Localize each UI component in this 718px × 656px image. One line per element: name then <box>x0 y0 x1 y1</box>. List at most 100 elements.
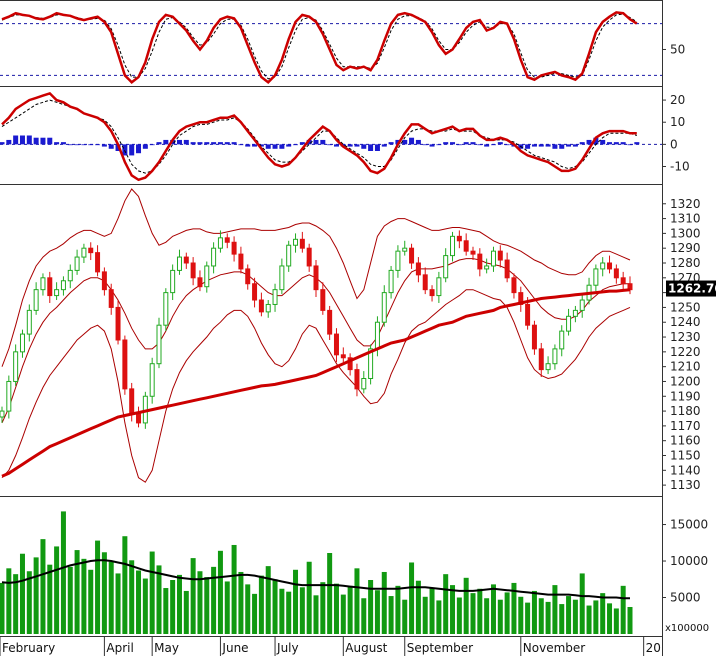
candle-up <box>176 256 182 271</box>
macd-tick-label: 20 <box>670 93 685 107</box>
candle-up <box>388 269 394 294</box>
macd-histogram-bar <box>531 144 537 147</box>
candle-down <box>320 289 326 311</box>
volume-bar <box>149 551 155 634</box>
macd-histogram-bar <box>252 144 258 147</box>
macd-histogram-bar <box>40 137 46 145</box>
volume-bar <box>374 590 380 634</box>
last-price-marker: 1262.760 <box>666 280 718 297</box>
volume-bar <box>224 581 230 634</box>
macd-tick-label: 10 <box>670 115 685 129</box>
macd-histogram-bar <box>211 142 217 145</box>
volume-bar <box>47 564 53 634</box>
candle-up <box>26 309 32 335</box>
macd-histogram-bar <box>245 144 251 147</box>
price-tick-label: 1320 <box>670 197 701 211</box>
volume-bar <box>613 608 619 634</box>
volume-bar <box>299 587 305 634</box>
candle-up <box>490 250 496 267</box>
volume-bar <box>484 598 490 634</box>
volume-bar <box>19 553 25 634</box>
macd-histogram-bar <box>149 144 155 146</box>
macd-histogram-bar <box>217 142 223 145</box>
month-label: November <box>523 641 585 655</box>
macd-tick-label: 0 <box>670 137 678 151</box>
volume-bar <box>566 596 572 634</box>
volume-bar <box>443 574 449 634</box>
volume-bar <box>81 558 87 634</box>
month-label: February <box>2 641 55 655</box>
candle-down <box>607 262 613 270</box>
macd-histogram-bar <box>272 144 278 149</box>
macd-histogram-bar <box>224 142 230 145</box>
macd-histogram-bar <box>183 139 189 145</box>
macd-histogram-bar <box>313 139 319 145</box>
volume-tick-label: 10000 <box>670 554 708 568</box>
volume-bar <box>347 585 353 634</box>
macd-histogram-bar <box>402 139 408 145</box>
volume-bar <box>245 584 251 634</box>
volume-bar <box>429 588 435 634</box>
volume-bar <box>258 575 264 634</box>
candle-down <box>306 247 312 267</box>
macd-histogram-bar <box>142 144 148 149</box>
candle-up <box>381 292 387 323</box>
candle-down <box>47 277 53 297</box>
price-tick-label: 1300 <box>670 226 701 240</box>
candle-down <box>340 354 346 359</box>
candle-down <box>197 277 203 288</box>
candle-down <box>190 262 196 279</box>
price-tick-label: 1160 <box>670 434 701 448</box>
macd-histogram-bar <box>634 142 640 145</box>
macd-histogram-bar <box>409 137 415 145</box>
volume-bar <box>13 574 19 634</box>
volume-bar <box>313 595 319 634</box>
candle-down <box>245 268 251 285</box>
candle-up <box>600 262 606 270</box>
macd-histogram-bar <box>613 142 619 145</box>
macd-histogram-bar <box>299 142 305 145</box>
candle-down <box>511 277 517 294</box>
volume-bar <box>26 571 32 634</box>
candle-up <box>272 289 278 305</box>
candle-down <box>613 268 619 279</box>
volume-bar <box>306 561 312 634</box>
month-label: April <box>106 641 133 655</box>
volume-bar <box>74 550 80 634</box>
volume-bar <box>381 571 387 634</box>
candle-up <box>33 289 39 311</box>
candle-down <box>299 238 305 249</box>
macd-histogram-bar <box>436 144 442 146</box>
macd-histogram-bar <box>504 144 510 146</box>
volume-bar <box>156 565 162 634</box>
month-label: June <box>221 641 248 655</box>
month-label: July <box>276 641 299 655</box>
macd-histogram-bar <box>484 144 490 147</box>
volume-bar <box>252 593 258 634</box>
price-tick-label: 1200 <box>670 374 701 388</box>
candle-up <box>402 247 408 252</box>
volume-bar <box>340 594 346 634</box>
volume-bar <box>190 558 196 634</box>
volume-bar <box>293 569 299 634</box>
macd-histogram-bar <box>60 142 66 145</box>
macd-histogram-bar <box>279 144 285 149</box>
volume-bar <box>176 574 182 634</box>
candle-up <box>572 309 578 317</box>
volume-bar <box>518 596 524 634</box>
macd-histogram-bar <box>238 144 244 146</box>
macd-histogram-bar <box>607 142 613 145</box>
macd-histogram-bar <box>54 142 60 145</box>
macd-histogram-bar <box>593 137 599 145</box>
candle-down <box>525 303 531 326</box>
price-tick-label: 1180 <box>670 404 701 418</box>
volume-bar <box>204 577 210 634</box>
volume-tick-label: 5000 <box>670 591 701 605</box>
candle-up <box>81 247 87 258</box>
macd-histogram-bar <box>627 144 633 146</box>
macd-histogram-bar <box>258 144 264 147</box>
candle-up <box>149 363 155 397</box>
volume-bar <box>620 585 626 634</box>
candle-up <box>279 265 285 291</box>
candle-down <box>136 413 142 424</box>
